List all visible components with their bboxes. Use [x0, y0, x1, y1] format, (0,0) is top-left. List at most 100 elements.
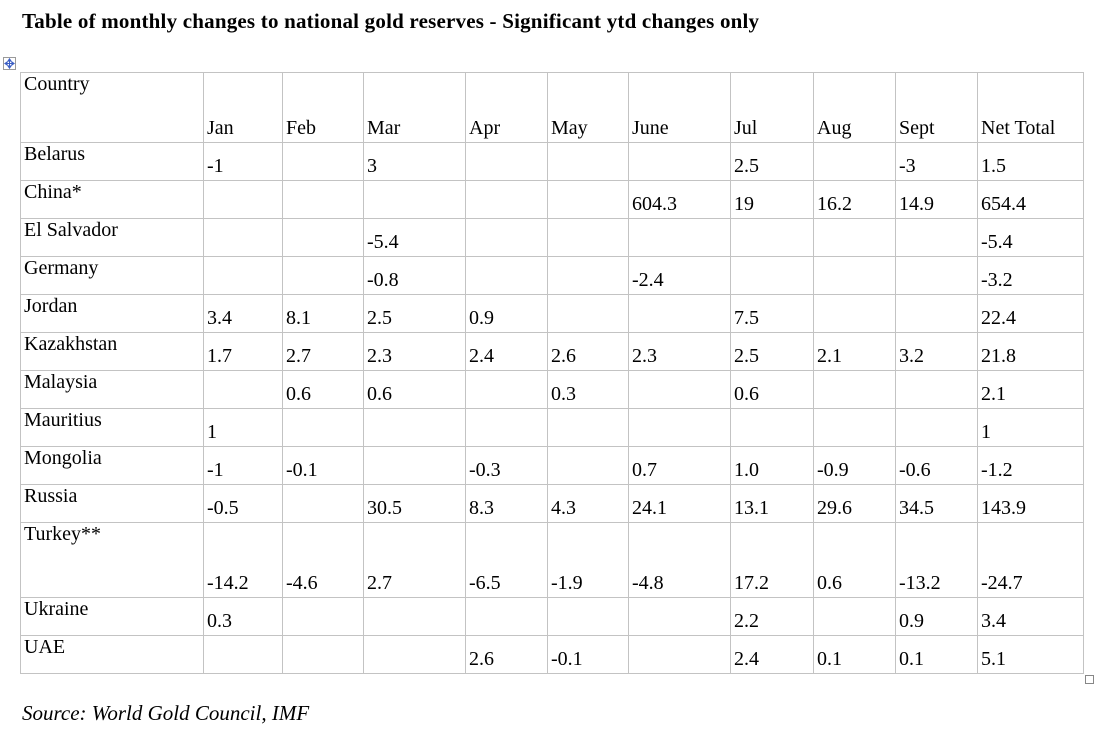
net-total-cell: 1	[977, 408, 1084, 447]
country-cell: Kazakhstan	[20, 332, 204, 371]
value-cell	[363, 597, 466, 636]
value-cell: -0.6	[895, 446, 978, 485]
column-header-jan: Jan	[203, 72, 283, 143]
column-header-mar: Mar	[363, 72, 466, 143]
country-cell: Ukraine	[20, 597, 204, 636]
column-header-feb: Feb	[282, 72, 364, 143]
value-cell: 2.2	[730, 597, 814, 636]
value-cell: -0.1	[282, 446, 364, 485]
value-cell: 2.1	[813, 332, 896, 371]
value-cell	[895, 370, 978, 409]
column-header-aug: Aug	[813, 72, 896, 143]
value-cell: -1.9	[547, 522, 629, 598]
value-cell: 14.9	[895, 180, 978, 219]
value-cell: -0.5	[203, 484, 283, 523]
value-cell	[547, 218, 629, 257]
table-row: Mauritius 1 1	[20, 408, 1084, 447]
value-cell: 2.5	[363, 294, 466, 333]
value-cell: 2.7	[282, 332, 364, 371]
value-cell	[628, 218, 731, 257]
table-row: UAE 2.6 -0.1 2.4 0.1 0.1 5.1	[20, 635, 1084, 674]
value-cell: 19	[730, 180, 814, 219]
value-cell	[895, 294, 978, 333]
value-cell	[813, 256, 896, 295]
value-cell: 0.6	[282, 370, 364, 409]
table-row: Belarus -1 3 2.5 -3 1.5	[20, 142, 1084, 181]
value-cell: 3	[363, 142, 466, 181]
table-resize-handle-icon[interactable]	[1085, 675, 1094, 684]
table-move-handle-icon[interactable]	[3, 57, 16, 70]
value-cell: -5.4	[363, 218, 466, 257]
value-cell: 604.3	[628, 180, 731, 219]
country-cell: El Salvador	[20, 218, 204, 257]
country-cell: Mauritius	[20, 408, 204, 447]
net-total-cell: -24.7	[977, 522, 1084, 598]
value-cell: 29.6	[813, 484, 896, 523]
value-cell: 16.2	[813, 180, 896, 219]
country-cell: Belarus	[20, 142, 204, 181]
country-cell: China*	[20, 180, 204, 219]
source-note: Source: World Gold Council, IMF	[22, 701, 310, 725]
value-cell	[813, 218, 896, 257]
value-cell	[547, 142, 629, 181]
value-cell: 0.9	[465, 294, 548, 333]
value-cell: 1	[203, 408, 283, 447]
country-cell: Jordan	[20, 294, 204, 333]
value-cell: 3.4	[203, 294, 283, 333]
value-cell: 0.6	[363, 370, 466, 409]
value-cell	[203, 370, 283, 409]
value-cell: 8.3	[465, 484, 548, 523]
value-cell	[465, 370, 548, 409]
net-total-cell: -5.4	[977, 218, 1084, 257]
value-cell	[628, 142, 731, 181]
value-cell	[282, 597, 364, 636]
value-cell: 3.2	[895, 332, 978, 371]
value-cell	[895, 218, 978, 257]
value-cell	[895, 256, 978, 295]
value-cell	[465, 408, 548, 447]
gold-reserves-table: Country Jan Feb Mar Apr May June Jul Aug Sept Net …	[20, 72, 1084, 674]
value-cell: 2.5	[730, 332, 814, 371]
net-total-cell: 5.1	[977, 635, 1084, 674]
value-cell	[547, 446, 629, 485]
table-row: El Salvador -5.4 -5.4	[20, 218, 1084, 257]
column-header-sept: Sept	[895, 72, 978, 143]
value-cell	[203, 256, 283, 295]
value-cell	[813, 408, 896, 447]
net-total-cell: 1.5	[977, 142, 1084, 181]
value-cell: 2.7	[363, 522, 466, 598]
value-cell	[628, 408, 731, 447]
value-cell: 0.7	[628, 446, 731, 485]
value-cell	[282, 635, 364, 674]
value-cell	[465, 142, 548, 181]
value-cell	[547, 597, 629, 636]
value-cell	[282, 218, 364, 257]
value-cell	[730, 256, 814, 295]
value-cell: -4.6	[282, 522, 364, 598]
table-row: China* 604.3 19 16.2 14.9 654.4	[20, 180, 1084, 219]
column-header-apr: Apr	[465, 72, 548, 143]
value-cell	[282, 408, 364, 447]
value-cell: 0.1	[813, 635, 896, 674]
value-cell: -2.4	[628, 256, 731, 295]
value-cell: -0.9	[813, 446, 896, 485]
value-cell	[465, 180, 548, 219]
value-cell	[895, 408, 978, 447]
table-row: Kazakhstan 1.7 2.7 2.3 2.4 2.6 2.3 2.5 2.1 3.2 21.…	[20, 332, 1084, 371]
value-cell: 17.2	[730, 522, 814, 598]
table-row: Germany -0.8 -2.4 -3.2	[20, 256, 1084, 295]
value-cell: -13.2	[895, 522, 978, 598]
value-cell	[363, 446, 466, 485]
value-cell	[363, 635, 466, 674]
value-cell: 2.6	[547, 332, 629, 371]
value-cell	[628, 597, 731, 636]
value-cell: 0.1	[895, 635, 978, 674]
table-row: Jordan 3.4 8.1 2.5 0.9 7.5 22.4	[20, 294, 1084, 333]
value-cell: -0.1	[547, 635, 629, 674]
country-cell: Germany	[20, 256, 204, 295]
value-cell: 2.6	[465, 635, 548, 674]
value-cell: 0.6	[813, 522, 896, 598]
net-total-cell: -3.2	[977, 256, 1084, 295]
country-cell: Russia	[20, 484, 204, 523]
